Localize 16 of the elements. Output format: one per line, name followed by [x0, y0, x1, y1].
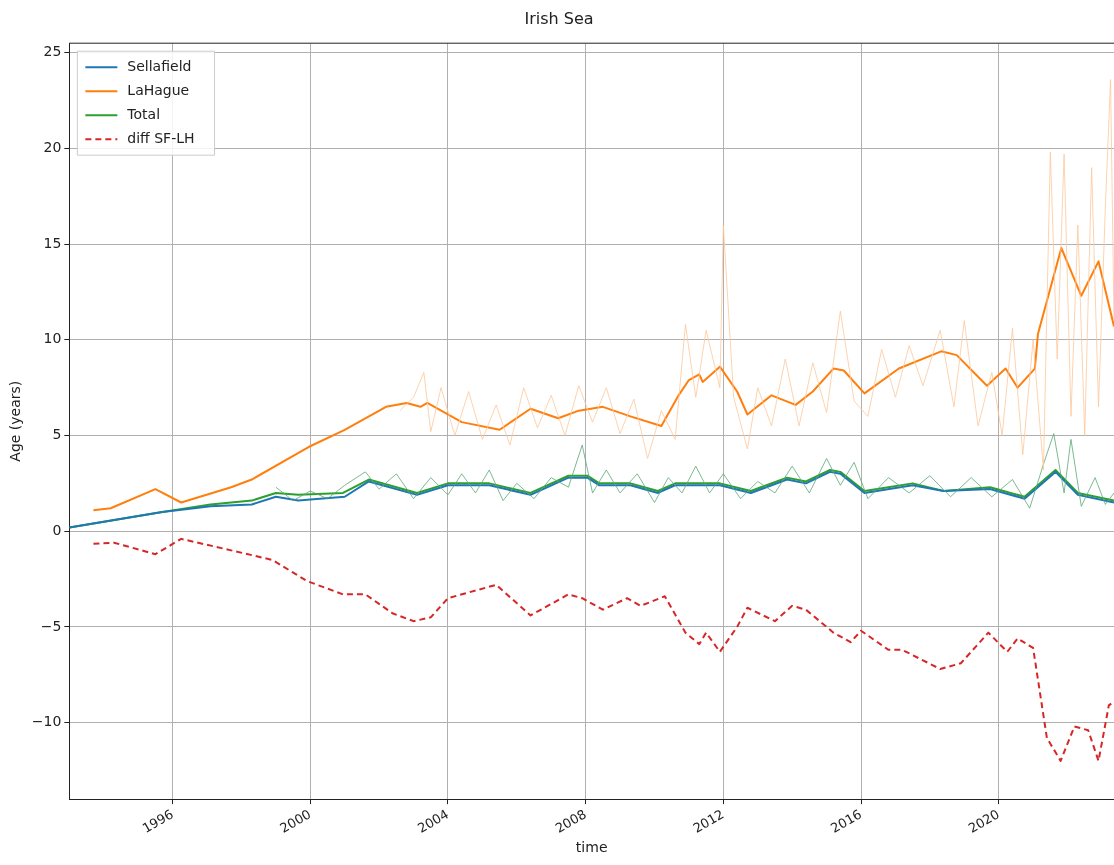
legend-label: Total [126, 105, 161, 122]
chart-title: Irish Sea [524, 8, 594, 28]
line-series [92, 537, 1114, 762]
legend-label: diff SF-LH [127, 129, 195, 146]
y-axis-title: Age (years) [7, 380, 24, 462]
y-tick-label: 0 [52, 521, 62, 538]
y-tick-label: 5 [52, 426, 62, 443]
legend-label: Sellafield [127, 57, 192, 74]
y-tick-label: 20 [43, 139, 62, 156]
y-tick-label: −10 [31, 713, 62, 730]
y-tick-label: 25 [43, 43, 62, 60]
y-tick-label: 10 [43, 330, 62, 347]
x-axis-title: time [575, 839, 608, 856]
y-tick-label: 15 [43, 234, 62, 251]
legend-label: LaHague [127, 81, 190, 98]
y-tick-label: −5 [40, 617, 62, 634]
